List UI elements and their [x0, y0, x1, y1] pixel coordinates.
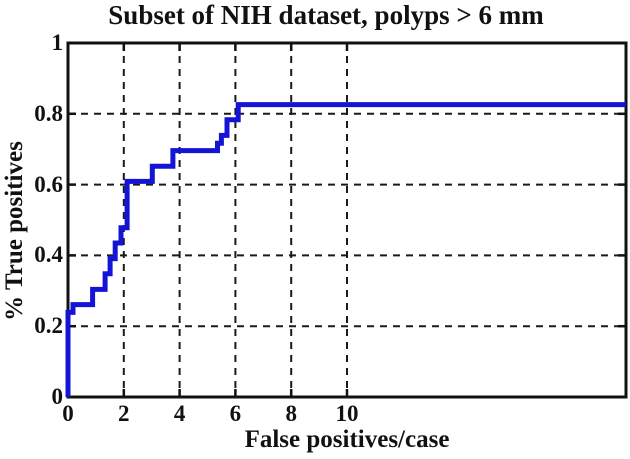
axes-box: [66, 41, 628, 399]
y-tick-label: 0.8: [34, 100, 63, 126]
y-tick-label: 0.4: [34, 242, 63, 268]
y-tick-label: 1: [51, 30, 64, 55]
x-tick-label: 2: [118, 401, 130, 426]
x-tick-label: 0: [62, 401, 74, 426]
x-tick-label: 10: [335, 401, 359, 426]
x-axis-label: False positives/case: [244, 426, 450, 453]
y-tick-label: 0: [51, 384, 64, 409]
x-tick-label: 6: [229, 401, 242, 426]
x-tick-label: 8: [285, 401, 297, 426]
chart-title: Subset of NIH dataset, polyps > 6 mm: [108, 0, 544, 30]
x-tick-label: 4: [173, 401, 186, 426]
y-tick-label: 0.6: [34, 171, 63, 197]
froc-curve: [65, 102, 626, 397]
y-tick-label: 0.2: [34, 313, 63, 339]
